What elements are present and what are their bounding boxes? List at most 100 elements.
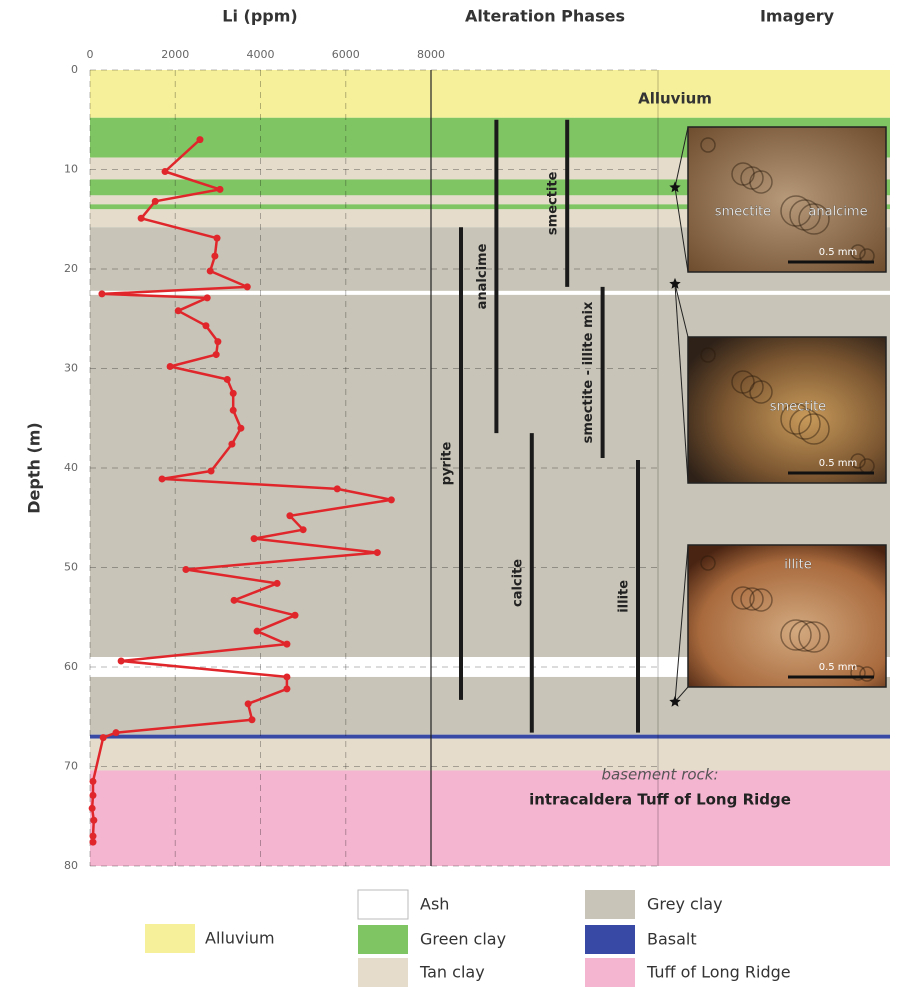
micrograph-label: smectite xyxy=(715,205,771,220)
x-tick-label: 2000 xyxy=(161,48,189,61)
li-point xyxy=(244,700,252,708)
li-point xyxy=(387,496,395,504)
li-point xyxy=(90,816,98,824)
li-point xyxy=(212,351,220,359)
micrograph-label: analcime xyxy=(808,205,867,220)
li-line xyxy=(90,138,393,843)
li-point xyxy=(99,734,107,742)
li-point xyxy=(196,136,204,144)
legend-label: Tuff of Long Ridge xyxy=(646,963,791,982)
texture xyxy=(780,403,812,435)
y-tick-label: 60 xyxy=(64,660,78,673)
y-tick-label: 30 xyxy=(64,362,78,375)
connector xyxy=(674,283,689,338)
texture xyxy=(789,620,821,652)
star xyxy=(669,181,681,193)
y-tick-label: 40 xyxy=(64,461,78,474)
texture xyxy=(798,413,830,445)
texture xyxy=(740,166,764,190)
li-point xyxy=(202,322,210,330)
li-point xyxy=(253,627,261,635)
li-point xyxy=(283,673,291,681)
li-point xyxy=(283,640,291,648)
li-point xyxy=(182,565,190,573)
layer xyxy=(90,290,890,295)
legend-swatch xyxy=(357,889,409,920)
legend-swatch xyxy=(585,958,635,987)
li-point xyxy=(89,791,97,799)
micrograph xyxy=(687,336,887,484)
scale-label: 0.5 mm xyxy=(819,458,858,469)
panel-title: Imagery xyxy=(760,7,835,26)
li-point xyxy=(373,549,381,557)
li-point xyxy=(223,375,231,383)
panel-title: Alteration Phases xyxy=(465,7,625,26)
panel-title: Li (ppm) xyxy=(222,7,297,26)
texture xyxy=(749,380,773,404)
x-tick-label: 6000 xyxy=(332,48,360,61)
connector xyxy=(674,686,689,703)
phase-label: analcime xyxy=(475,243,490,309)
li-point xyxy=(112,729,120,737)
li-point xyxy=(166,363,174,371)
y-tick-label: 50 xyxy=(64,561,78,574)
li-point xyxy=(174,307,182,315)
legend-swatch xyxy=(145,924,195,953)
legend-label: Ash xyxy=(420,895,449,914)
li-point xyxy=(250,535,258,543)
texture xyxy=(731,370,755,394)
annotation: Alluvium xyxy=(638,90,712,108)
micrograph xyxy=(687,544,887,688)
star xyxy=(669,695,681,707)
legend-swatch xyxy=(358,925,408,954)
legend-swatch xyxy=(585,925,635,954)
li-point xyxy=(206,267,214,275)
li-point xyxy=(283,685,291,693)
texture xyxy=(700,555,716,571)
li-point xyxy=(203,294,211,302)
x-tick-label: 8000 xyxy=(417,48,445,61)
texture xyxy=(749,170,773,194)
texture xyxy=(798,203,830,235)
layer xyxy=(90,204,890,210)
scale-label: 0.5 mm xyxy=(819,247,858,258)
li-point xyxy=(158,475,166,483)
li-point xyxy=(98,290,106,298)
li-point xyxy=(286,512,294,520)
li-point xyxy=(228,440,236,448)
li-point xyxy=(89,832,97,840)
li-point xyxy=(216,185,224,193)
y-tick-label: 80 xyxy=(64,859,78,872)
texture xyxy=(740,375,764,399)
texture xyxy=(850,665,866,681)
li-point xyxy=(137,214,145,222)
texture xyxy=(789,199,821,231)
legend-label: Green clay xyxy=(420,930,506,949)
layer xyxy=(90,770,890,866)
li-point xyxy=(237,424,245,432)
annotation: intracaldera Tuff of Long Ridge xyxy=(529,791,791,809)
li-point xyxy=(207,467,215,475)
li-point xyxy=(161,167,169,175)
legend-label: Basalt xyxy=(647,930,697,949)
texture xyxy=(740,587,764,611)
texture xyxy=(798,621,830,653)
micrograph xyxy=(687,126,887,273)
li-point xyxy=(89,777,97,785)
li-point xyxy=(88,804,96,812)
legend-label: Tan clay xyxy=(419,963,485,982)
texture xyxy=(700,347,716,363)
li-point xyxy=(333,485,341,493)
texture xyxy=(731,586,755,610)
annotation: basement rock: xyxy=(601,766,718,784)
y-tick-label: 10 xyxy=(64,163,78,176)
scale-label: 0.5 mm xyxy=(819,662,858,673)
layer xyxy=(90,195,890,205)
texture xyxy=(780,619,812,651)
layer xyxy=(90,70,890,118)
phase-label: smectite - illite mix xyxy=(581,301,596,443)
phase-label: calcite xyxy=(510,559,525,607)
texture xyxy=(789,408,821,440)
texture xyxy=(700,137,716,153)
